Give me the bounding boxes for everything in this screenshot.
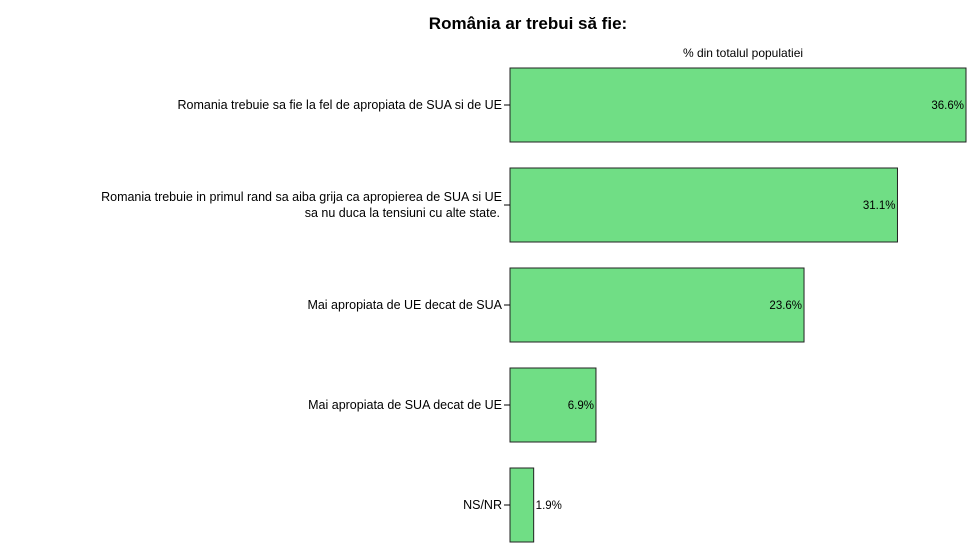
- category-label-4: Mai apropiata de SUA decat de UE: [308, 398, 502, 412]
- category-label-3: Mai apropiata de UE decat de SUA: [307, 298, 502, 312]
- value-label-5: 1.9%: [536, 500, 562, 512]
- bar-2: [509, 167, 898, 243]
- bar-5: [509, 467, 535, 543]
- value-label-4: 6.9%: [568, 400, 594, 412]
- value-label-2: 31.1%: [863, 200, 896, 212]
- category-label-2-line-1: Romania trebuie in primul rand sa aiba g…: [101, 190, 502, 204]
- bars-group: Romania trebuie sa fie la fel de apropia…: [101, 67, 967, 543]
- category-label-2-line-2: sa nu duca la tensiuni cu alte state.: [305, 206, 500, 220]
- bar-3: [509, 267, 805, 343]
- category-label-2: Romania trebuie in primul rand sa aiba g…: [101, 190, 502, 220]
- category-label-5: NS/NR: [463, 498, 502, 512]
- bar-4: [509, 367, 597, 443]
- chart-title: România ar trebui să fie:: [429, 14, 627, 33]
- category-label-1: Romania trebuie sa fie la fel de apropia…: [178, 98, 503, 112]
- value-label-1: 36.6%: [931, 100, 964, 112]
- value-label-3: 23.6%: [769, 300, 802, 312]
- x-axis-label: % din totalul populatiei: [683, 46, 803, 60]
- bar-1: [509, 67, 967, 143]
